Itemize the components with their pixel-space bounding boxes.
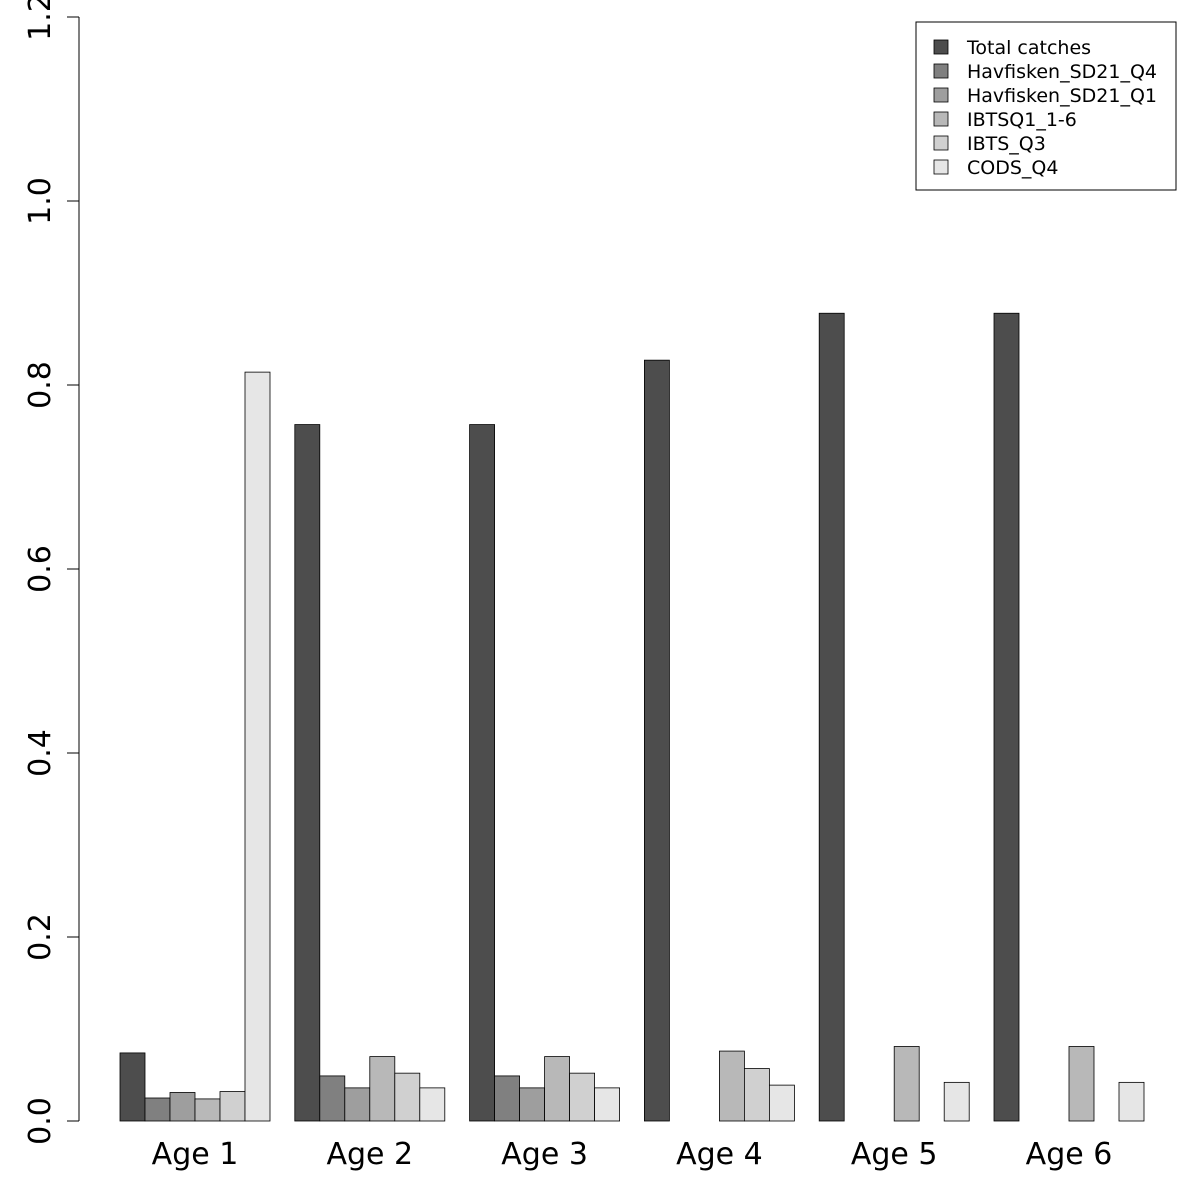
legend-label: Total catches (966, 37, 1091, 59)
x-category-label: Age 1 (152, 1137, 239, 1172)
bar-total-catches-age-1 (119, 1052, 146, 1122)
bar-cods-q4-age-5 (943, 1081, 970, 1122)
bar-total-catches-age-5 (818, 312, 845, 1122)
bar-total-catches-age-6 (993, 312, 1020, 1122)
y-tick-label: 0.0 (23, 1097, 58, 1145)
bar-total-catches-age-3 (469, 424, 496, 1122)
x-category-label: Age 5 (851, 1137, 938, 1172)
x-category-label: Age 2 (326, 1137, 413, 1172)
x-category-label: Age 6 (1026, 1137, 1113, 1172)
bar-total-catches-age-2 (294, 424, 321, 1122)
bar-ibts-q3-age-3 (569, 1072, 595, 1122)
legend-swatch (933, 39, 949, 55)
bars (119, 312, 1145, 1122)
bar-ibtsq1-1-6-age-5 (893, 1046, 920, 1122)
y-tick-label: 1.2 (23, 0, 58, 41)
bar-cods-q4-age-1 (244, 371, 271, 1122)
legend-label: Havfisken_SD21_Q1 (967, 85, 1157, 107)
bar-ibtsq1-1-6-age-1 (194, 1098, 221, 1122)
bar-total-catches-age-4 (644, 359, 670, 1122)
bar-ibts-q3-age-1 (219, 1091, 246, 1122)
y-tick-label: 0.8 (23, 361, 58, 409)
legend-swatch (933, 111, 949, 127)
bar-cods-q4-age-4 (769, 1084, 795, 1122)
legend-label: IBTS_Q3 (967, 133, 1046, 155)
legend-swatch (933, 87, 949, 103)
legend-swatch (933, 135, 949, 151)
bar-cods-q4-age-3 (594, 1087, 620, 1122)
x-category-label: Age 4 (676, 1137, 763, 1172)
y-tick-label: 0.2 (23, 913, 58, 961)
legend-label: CODS_Q4 (967, 157, 1058, 179)
legend-swatch (933, 63, 949, 79)
bar-cods-q4-age-6 (1118, 1081, 1145, 1122)
x-category-label: Age 3 (501, 1137, 588, 1172)
bar-havfisken-sd21-q1-age-3 (519, 1087, 545, 1122)
bar-ibtsq1-1-6-age-3 (544, 1056, 570, 1122)
y-axis: 0.0 0.2 0.4 0.6 0.8 1.0 1.2 (23, 0, 80, 1145)
legend-label: IBTSQ1_1-6 (967, 109, 1077, 131)
legend-swatch (933, 159, 949, 175)
legend: Total catchesHavfisken_SD21_Q4Havfisken_… (915, 21, 1177, 191)
y-tick-label: 0.6 (23, 545, 58, 593)
bar-havfisken-sd21-q1-age-2 (344, 1087, 371, 1122)
bar-cods-q4-age-2 (419, 1087, 446, 1122)
bar-ibtsq1-1-6-age-2 (369, 1056, 396, 1122)
y-tick-label: 1.0 (23, 177, 58, 225)
bar-ibts-q3-age-4 (744, 1068, 770, 1122)
y-tick-label: 0.4 (23, 729, 58, 777)
bar-havfisken-sd21-q4-age-3 (494, 1075, 521, 1122)
legend-label: Havfisken_SD21_Q4 (967, 61, 1157, 83)
x-axis-labels: Age 1 Age 2 Age 3 Age 4 Age 5 Age 6 (152, 1137, 1113, 1172)
bar-ibtsq1-1-6-age-4 (719, 1050, 745, 1122)
bar-havfisken-sd21-q4-age-1 (144, 1097, 171, 1122)
bar-havfisken-sd21-q1-age-1 (169, 1092, 196, 1122)
legend-box (915, 21, 1177, 191)
bar-ibtsq1-1-6-age-6 (1068, 1046, 1095, 1122)
bar-havfisken-sd21-q4-age-2 (319, 1075, 346, 1122)
bar-ibts-q3-age-2 (394, 1072, 421, 1122)
